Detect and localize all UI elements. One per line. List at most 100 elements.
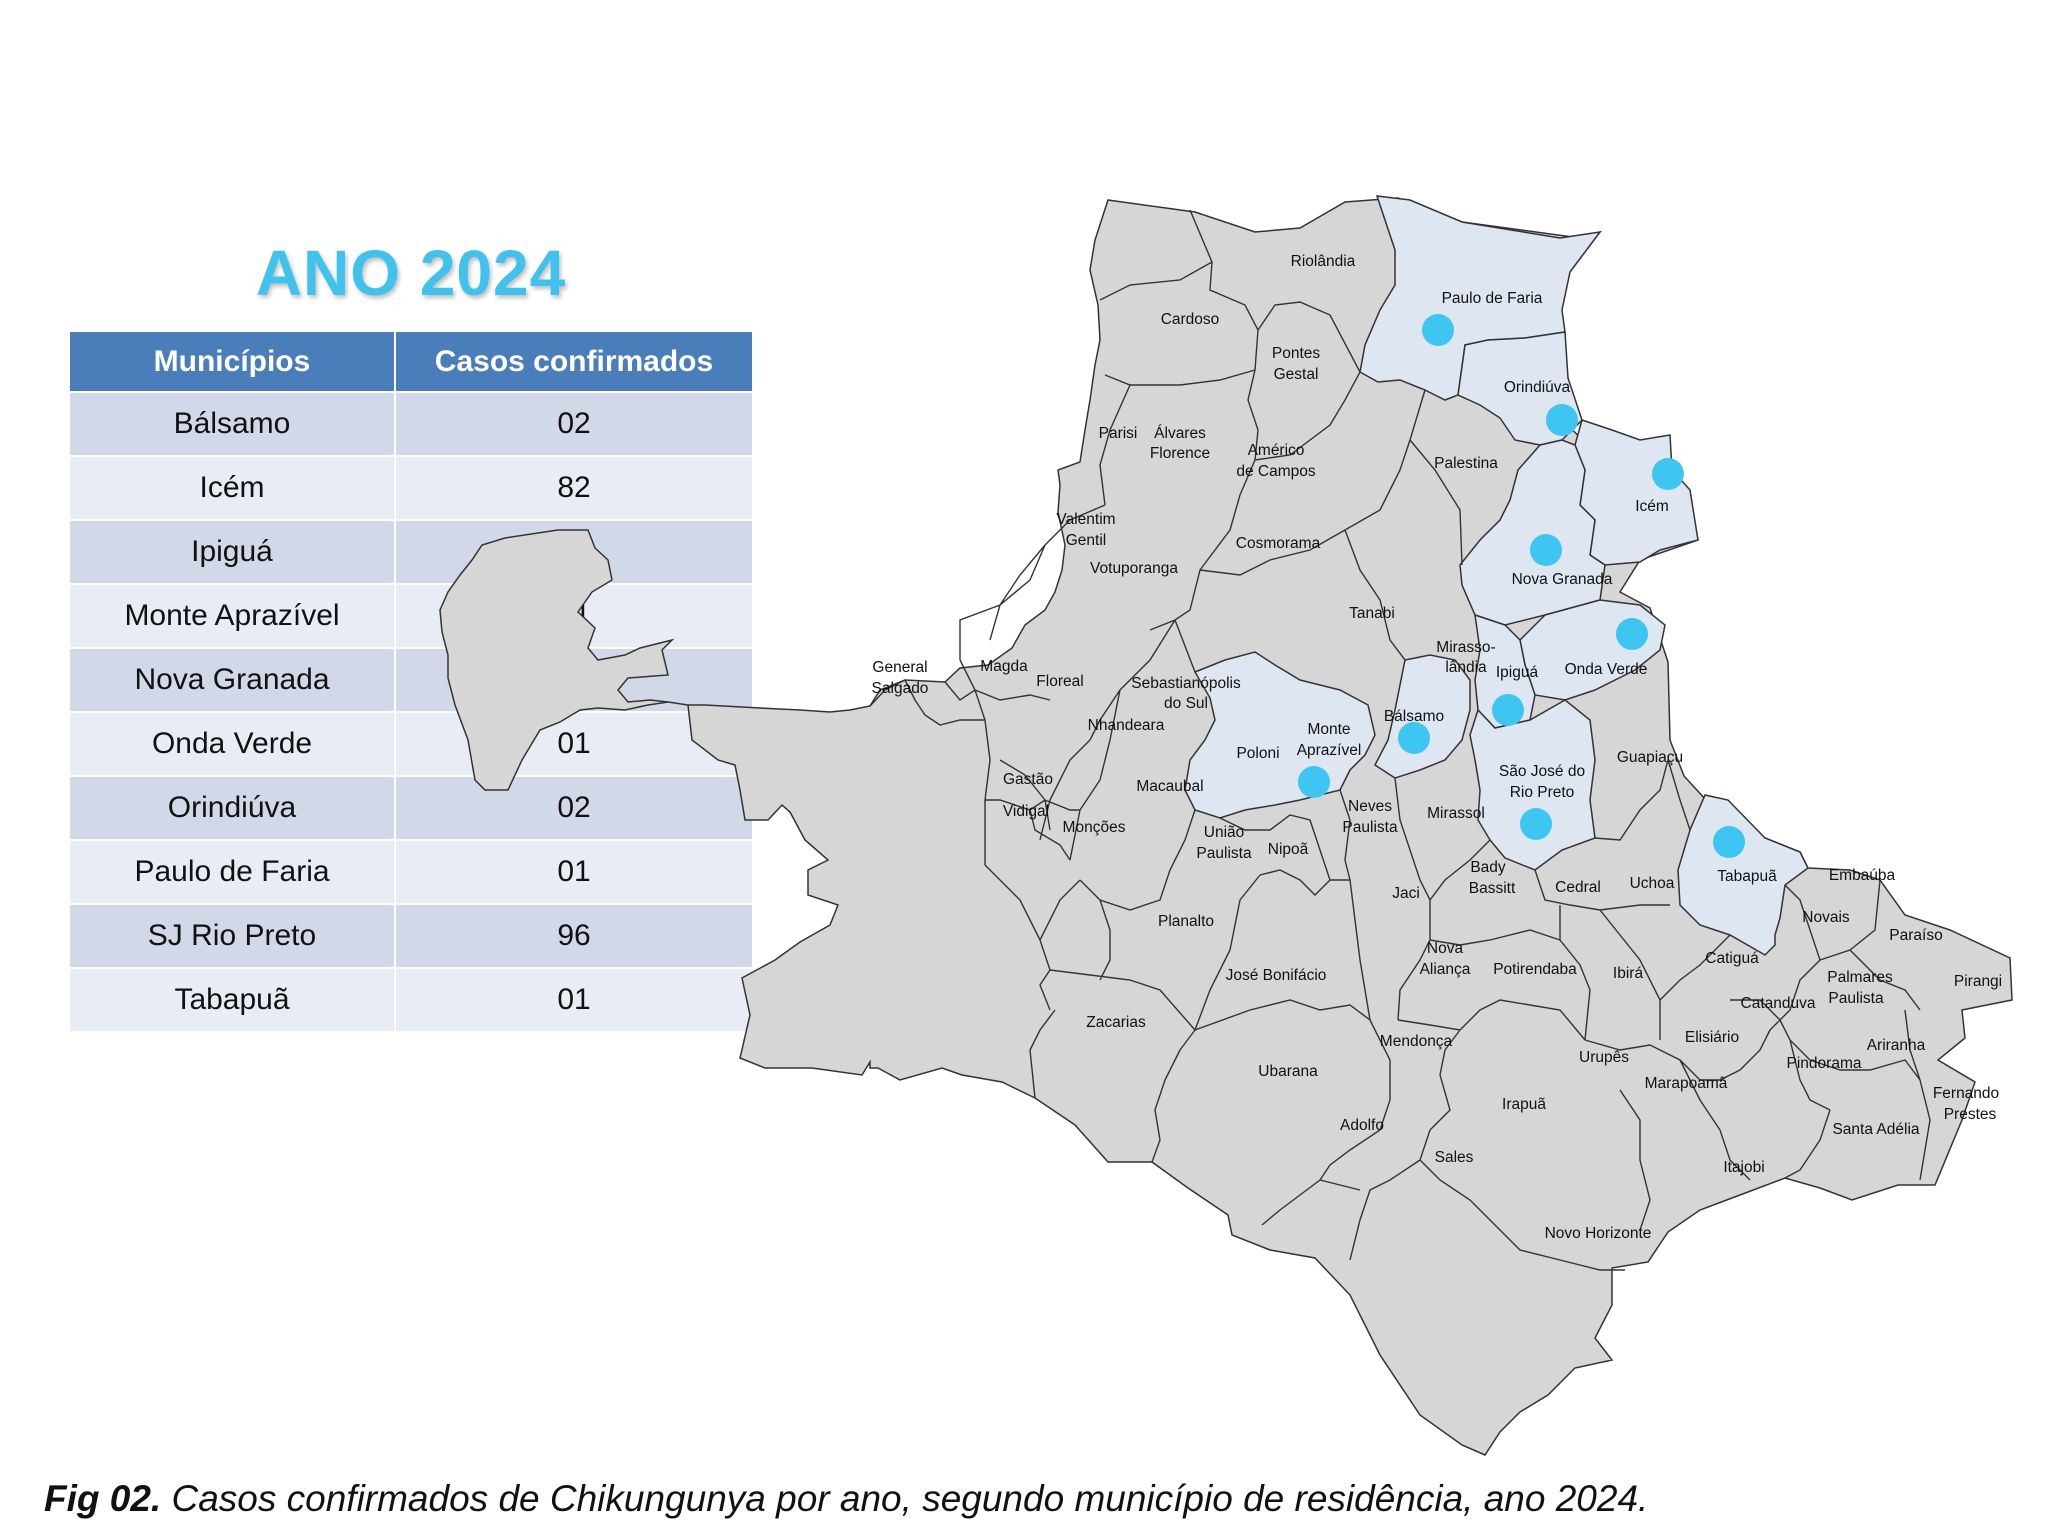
label-palmares-paulista-line1: Palmares [1827, 969, 1893, 986]
label-parisi: Parisi [1099, 425, 1138, 442]
label-monte-aprazivel-line1: Monte [1307, 721, 1350, 738]
label-ibira: Ibirá [1613, 965, 1644, 982]
label-palmares-paulista-line2: Paulista [1828, 990, 1884, 1007]
label-americo-de-campos-line2: de Campos [1236, 463, 1316, 480]
label-mirassol: Mirassol [1427, 805, 1485, 822]
casos-cell: 02 [396, 777, 752, 839]
case-marker-tabapua [1713, 826, 1745, 858]
label-bady-bassitt-line2: Bassitt [1469, 880, 1516, 897]
label-cedral: Cedral [1555, 879, 1601, 896]
label-bady-bassitt-line1: Bady [1470, 859, 1506, 876]
label-uniao-paulista-line2: Paulista [1196, 845, 1252, 862]
label-sao-jose-do-rio-preto-line2: Rio Preto [1510, 784, 1575, 801]
municipio-cell: Monte Aprazível [70, 585, 394, 647]
table-title: ANO 2024 [255, 237, 567, 309]
case-marker-icem [1652, 458, 1684, 490]
label-mendonca: Mendonça [1380, 1033, 1453, 1050]
label-paulo-de-faria: Paulo de Faria [1442, 290, 1543, 307]
label-nova-alianca-line2: Aliança [1420, 961, 1471, 978]
label-novais: Novais [1802, 909, 1850, 926]
case-marker-onda-verde [1616, 618, 1648, 650]
label-jaci: Jaci [1392, 885, 1420, 902]
label-americo-de-campos-line1: Américo [1248, 442, 1305, 459]
municipio-cell: Orindiúva [70, 777, 394, 839]
label-planalto: Planalto [1158, 913, 1214, 930]
label-catanduva: Catanduva [1741, 995, 1816, 1012]
table-row: Bálsamo 02 [70, 393, 752, 455]
label-magda: Magda [980, 658, 1028, 675]
label-irapua: Irapuã [1502, 1096, 1546, 1113]
column-header-municipios: Municípios [70, 332, 394, 391]
municipio-cell: Icém [70, 457, 394, 519]
label-tabapua: Tabapuã [1717, 868, 1777, 885]
label-riolandia: Riolândia [1291, 253, 1356, 270]
casos-cell: 02 [396, 393, 752, 455]
label-embauba: Embaúba [1829, 867, 1896, 884]
label-neves-paulista-line1: Neves [1348, 798, 1392, 815]
label-marapoama: Marapoamã [1645, 1075, 1728, 1092]
label-valentim-gentil-line1: Valentim [1056, 511, 1115, 528]
table-row: Icém 82 [70, 457, 752, 519]
label-uchoa: Uchoa [1630, 875, 1675, 892]
label-fernando-prestes-line2: Prestes [1944, 1106, 1997, 1123]
label-uniao-paulista-line1: União [1204, 824, 1245, 841]
label-poloni: Poloni [1236, 745, 1279, 762]
cases-table: Municípios Casos confirmados Bálsamo 02 … [68, 330, 754, 1033]
municipio-cell: Onda Verde [70, 713, 394, 775]
label-pontes-gestal-line2: Gestal [1274, 366, 1319, 383]
case-marker-balsamo [1398, 722, 1430, 754]
municipio-cell: Ipiguá [70, 521, 394, 583]
label-general-salgado-line2: Salgado [872, 680, 929, 697]
label-onda-verde: Onda Verde [1565, 661, 1648, 678]
label-pontes-gestal-line1: Pontes [1272, 345, 1321, 362]
label-nhandeara: Nhandeara [1088, 717, 1165, 734]
label-cardoso: Cardoso [1161, 311, 1220, 328]
label-ubarana: Ubarana [1258, 1063, 1318, 1080]
label-sebastianopolis-line2: do Sul [1164, 695, 1208, 712]
case-marker-orindiuva [1546, 404, 1578, 436]
label-macaubal: Macaubal [1136, 778, 1203, 795]
label-vidigal: Vidigal [1003, 803, 1049, 820]
label-novo-horizonte: Novo Horizonte [1545, 1225, 1652, 1242]
municipio-cell: Nova Granada [70, 649, 394, 711]
label-santa-adelia: Santa Adélia [1832, 1121, 1919, 1138]
column-header-casos: Casos confirmados [396, 332, 752, 391]
figure-caption-label: Fig 02. [44, 1478, 162, 1519]
label-mirassolandia-line2: lândia [1445, 659, 1487, 676]
label-icem: Icém [1635, 498, 1669, 515]
label-alvares-florence-line1: Álvares [1154, 425, 1206, 442]
municipio-cell: SJ Rio Preto [70, 905, 394, 967]
casos-cell: 01 [396, 841, 752, 903]
table-header-row: Municípios Casos confirmados [70, 332, 752, 391]
sao-jose-do-rio-preto-area [1469, 699, 1596, 871]
case-marker-ipigua [1492, 694, 1524, 726]
table-row: Tabapuã 01 [70, 969, 752, 1031]
label-monte-aprazivel-line2: Aprazível [1297, 742, 1362, 759]
label-sebastianopolis-line1: Sebastianópolis [1131, 675, 1241, 692]
label-tanabi: Tanabi [1349, 605, 1395, 622]
label-neves-paulista-line2: Paulista [1342, 819, 1398, 836]
label-votuporanga: Votuporanga [1090, 560, 1178, 577]
label-nipoa: Nipoã [1268, 841, 1309, 858]
label-orindiuva: Orindiúva [1504, 379, 1571, 396]
label-nova-alianca-line1: Nova [1427, 940, 1464, 957]
label-ariranha: Ariranha [1867, 1037, 1926, 1054]
label-general-salgado-line1: General [872, 659, 927, 676]
label-pirangi: Pirangi [1954, 973, 2002, 990]
municipio-cell: Paulo de Faria [70, 841, 394, 903]
municipio-cell: Tabapuã [70, 969, 394, 1031]
label-moncoes: Monções [1063, 819, 1126, 836]
casos-cell: 96 [396, 905, 752, 967]
casos-cell: 01 [396, 969, 752, 1031]
table-row: Orindiúva 02 [70, 777, 752, 839]
case-marker-sao-jose-do-rio-preto [1520, 808, 1552, 840]
label-nova-granada: Nova Granada [1512, 571, 1613, 588]
label-elisiario: Elisiário [1685, 1029, 1739, 1046]
label-cosmorama: Cosmorama [1236, 535, 1321, 552]
label-sales: Sales [1435, 1149, 1474, 1166]
label-palestina: Palestina [1434, 455, 1498, 472]
tabapua-area [1677, 794, 1809, 956]
label-valentim-gentil-line2: Gentil [1066, 532, 1107, 549]
icem-area [1574, 419, 1699, 566]
